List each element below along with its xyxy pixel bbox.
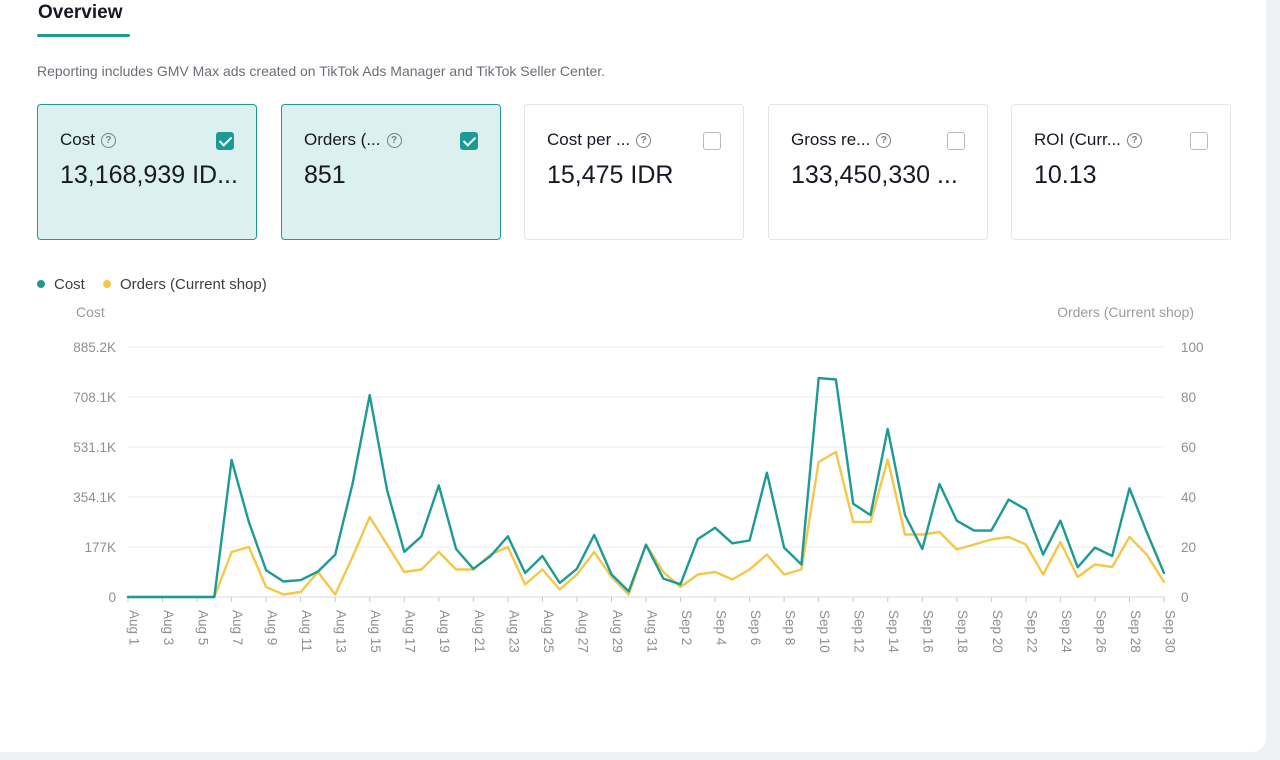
y-right-tick-label: 0 — [1181, 590, 1189, 605]
metric-card-orders[interactable]: Orders (...? 851 — [281, 104, 501, 240]
metric-card-roi[interactable]: ROI (Curr...? 10.13 — [1011, 104, 1231, 240]
series-line-orders — [126, 450, 1166, 599]
x-tick-label: Sep 30 — [1162, 610, 1177, 653]
y-right-tick-label: 40 — [1181, 490, 1196, 505]
y-left-tick-label: 708.1K — [73, 390, 116, 405]
metric-value: 133,450,330 ... — [791, 161, 958, 189]
metric-checkbox[interactable] — [703, 132, 721, 150]
legend-label-orders: Orders (Current shop) — [120, 276, 267, 293]
legend-item-orders[interactable]: Orders (Current shop) — [103, 276, 267, 293]
legend-dot-orders — [103, 280, 112, 288]
line-chart: 0 0 177K 20 354.1K 40 531.1K 60 708.1K 80 885.2K 10… — [73, 340, 1204, 653]
x-tick-label: Sep 22 — [1024, 610, 1039, 653]
x-tick-label: Aug 5 — [196, 610, 211, 645]
x-tick-label: Sep 18 — [955, 610, 970, 653]
help-icon[interactable]: ? — [876, 133, 892, 148]
metric-checkbox[interactable] — [1190, 132, 1208, 150]
y-left-tick-label: 531.1K — [73, 440, 116, 455]
x-tick-label: Sep 2 — [679, 610, 694, 645]
x-tick-label: Aug 1 — [126, 610, 141, 645]
y-left-tick-label: 0 — [108, 590, 116, 605]
chart-legend: Cost Orders (Current shop) — [37, 276, 281, 293]
metric-checkbox[interactable] — [216, 132, 234, 150]
y-right-tick-label: 60 — [1181, 440, 1196, 455]
help-icon[interactable]: ? — [1126, 133, 1142, 148]
tab-active-indicator — [37, 34, 130, 37]
help-icon[interactable]: ? — [386, 133, 402, 148]
series-line-cost — [126, 376, 1166, 599]
y-right-tick-label: 80 — [1181, 390, 1196, 405]
metric-value: 15,475 IDR — [547, 161, 674, 189]
y-left-tick-label: 177K — [84, 540, 116, 555]
metric-card-label: ROI (Curr...? — [1034, 130, 1142, 150]
x-tick-label: Aug 19 — [437, 610, 452, 653]
metric-label-text: ROI (Curr... — [1034, 130, 1121, 149]
x-tick-label: Sep 8 — [783, 610, 798, 645]
metric-label-text: Cost per ... — [547, 130, 631, 149]
metric-card-gross-revenue[interactable]: Gross re...? 133,450,330 ... — [768, 104, 988, 240]
x-tick-label: Aug 17 — [403, 610, 418, 653]
x-tick-label: Aug 21 — [472, 610, 487, 653]
x-tick-label: Sep 26 — [1093, 610, 1108, 653]
x-tick-label: Sep 12 — [852, 610, 867, 653]
metric-checkbox[interactable] — [947, 132, 965, 150]
x-tick-label: Aug 27 — [575, 610, 590, 653]
metric-checkbox[interactable] — [460, 132, 478, 150]
x-tick-label: Sep 10 — [817, 610, 832, 653]
metric-card-label: Cost? — [60, 130, 116, 150]
metric-card-cost-per[interactable]: Cost per ...? 15,475 IDR — [524, 104, 744, 240]
metric-value: 13,168,939 ID... — [60, 161, 238, 189]
metric-card-label: Orders (...? — [304, 130, 402, 150]
x-tick-label: Aug 11 — [299, 610, 314, 652]
x-tick-label: Sep 4 — [714, 610, 729, 646]
x-tick-label: Sep 24 — [1059, 610, 1074, 653]
y-left-tick-label: 885.2K — [73, 340, 116, 355]
reporting-note: Reporting includes GMV Max ads created o… — [37, 63, 606, 79]
x-tick-label: Aug 23 — [506, 610, 521, 653]
help-icon[interactable]: ? — [636, 133, 652, 148]
x-tick-label: Sep 14 — [886, 610, 901, 653]
x-tick-label: Aug 13 — [334, 610, 349, 653]
x-tick-label: Aug 9 — [265, 610, 280, 645]
x-tick-label: Sep 28 — [1128, 610, 1143, 653]
metric-label-text: Gross re... — [791, 130, 871, 149]
overview-panel: Overview Reporting includes GMV Max ads … — [0, 0, 1266, 752]
x-tick-label: Aug 29 — [610, 610, 625, 653]
x-tick-label: Aug 31 — [644, 610, 659, 653]
legend-item-cost[interactable]: Cost — [37, 276, 85, 293]
y-right-tick-label: 100 — [1181, 340, 1204, 355]
metric-card-cost[interactable]: Cost? 13,168,939 ID... — [37, 104, 257, 240]
metric-label-text: Cost — [60, 130, 95, 149]
legend-label-cost: Cost — [54, 276, 85, 293]
y-left-tick-label: 354.1K — [73, 490, 116, 505]
y-right-tick-label: 20 — [1181, 540, 1196, 555]
metric-value: 10.13 — [1034, 161, 1097, 189]
x-tick-label: Aug 3 — [161, 610, 176, 645]
tab-overview[interactable]: Overview — [38, 2, 123, 23]
x-tick-label: Sep 6 — [748, 610, 763, 645]
x-tick-label: Sep 16 — [921, 610, 936, 653]
legend-dot-cost — [37, 280, 45, 288]
x-tick-label: Aug 15 — [368, 610, 383, 653]
x-tick-label: Aug 25 — [541, 610, 556, 653]
left-axis-title: Cost — [76, 304, 105, 320]
metric-card-label: Gross re...? — [791, 130, 892, 150]
metric-label-text: Orders (... — [304, 130, 381, 149]
x-tick-label: Sep 20 — [990, 610, 1005, 653]
help-icon[interactable]: ? — [100, 133, 116, 148]
metric-card-label: Cost per ...? — [547, 130, 652, 150]
right-axis-title: Orders (Current shop) — [1057, 304, 1194, 320]
x-tick-label: Aug 7 — [230, 610, 245, 645]
metric-value: 851 — [304, 161, 346, 189]
